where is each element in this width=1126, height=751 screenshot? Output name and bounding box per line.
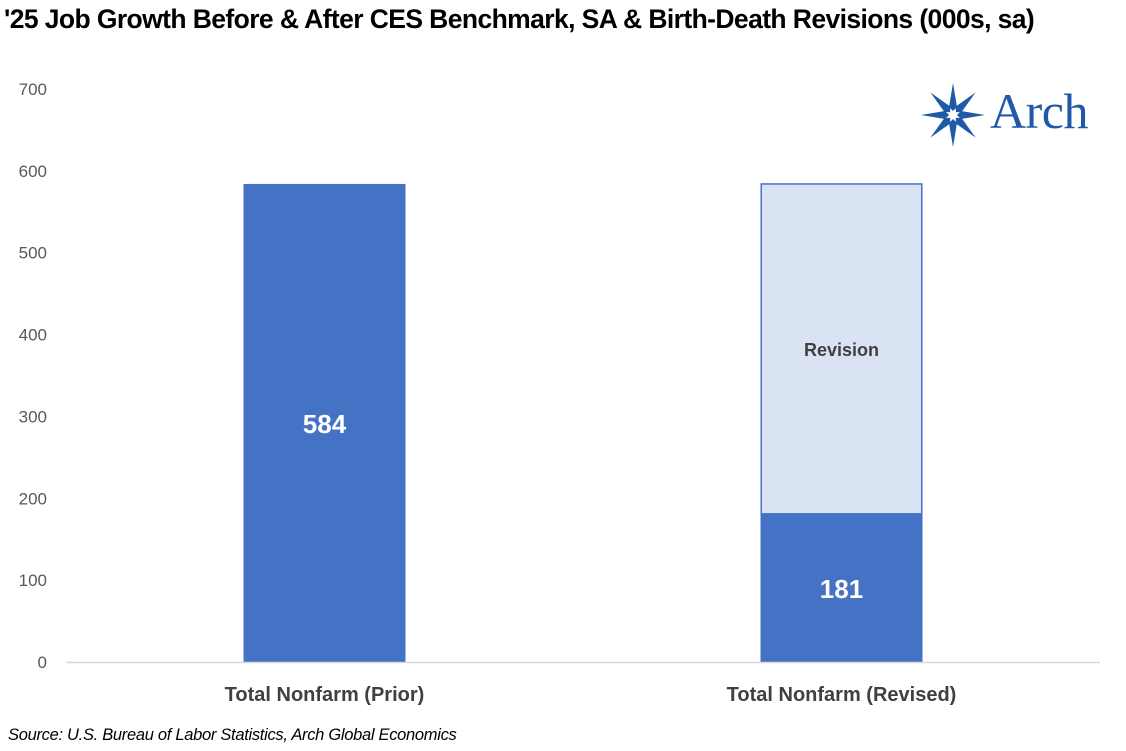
chart-title: '25 Job Growth Before & After CES Benchm… [4,4,1035,34]
y-tick-label: 0 [38,653,47,672]
bar-segment-base [243,183,406,662]
bars: 584 181 Revision [243,183,923,662]
x-tick-label: Total Nonfarm (Prior) [225,684,425,706]
bar-segment-revision [760,183,923,515]
y-axis: 0 100 200 300 400 500 600 700 [19,80,47,672]
data-label: 181 [820,574,863,604]
y-tick-label: 100 [19,571,47,590]
x-tick-label: Total Nonfarm (Revised) [727,684,957,706]
revision-label: Revision [804,340,879,360]
logo-text: Arch [990,83,1088,139]
star-icon [921,83,985,147]
y-tick-label: 700 [19,80,47,99]
y-tick-label: 300 [19,407,47,426]
arch-logo: Arch [918,80,1118,150]
y-tick-label: 200 [19,489,47,508]
y-tick-label: 600 [19,162,47,181]
bar-segment-base [760,513,923,662]
x-axis: Total Nonfarm (Prior) Total Nonfarm (Revi… [66,661,1100,706]
y-tick-label: 500 [19,244,47,263]
source-note: Source: U.S. Bureau of Labor Statistics,… [8,726,457,744]
y-tick-label: 400 [19,326,47,345]
data-label: 584 [303,409,347,439]
